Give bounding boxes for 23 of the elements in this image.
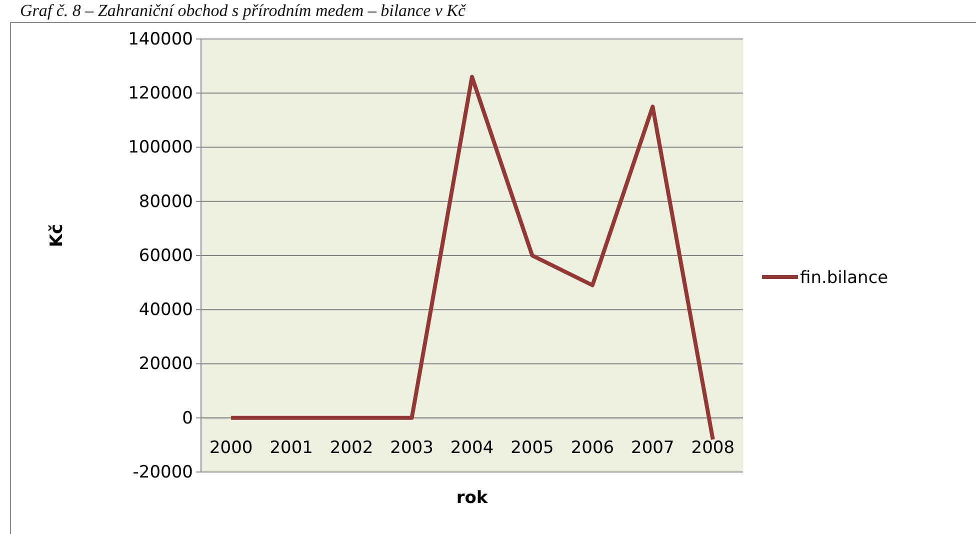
x-tick-label: 2007 bbox=[631, 438, 674, 458]
y-axis-title: Kč bbox=[47, 224, 67, 248]
x-tick-label: 2006 bbox=[570, 438, 614, 458]
x-tick-label: 2004 bbox=[450, 438, 494, 458]
line-series bbox=[229, 74, 715, 442]
y-tick-label: 20000 bbox=[138, 354, 193, 374]
x-tick-label: 2002 bbox=[330, 438, 374, 458]
legend-label: fin.bilance bbox=[800, 268, 888, 288]
x-tick-label: 2005 bbox=[510, 438, 554, 458]
y-tick-label: 120000 bbox=[128, 84, 193, 104]
y-tick-label: 60000 bbox=[138, 246, 193, 266]
x-tick-label: 2003 bbox=[390, 438, 434, 458]
y-tick-label: 80000 bbox=[138, 192, 193, 212]
x-tick-label: 2001 bbox=[270, 438, 313, 458]
chart-title: Graf č. 8 – Zahraniční obchod s přírodním medem – bilance v Kč bbox=[20, 1, 468, 20]
x-tick-label: 2008 bbox=[691, 438, 735, 458]
y-tick-label: 140000 bbox=[128, 29, 193, 50]
y-tick-label: 0 bbox=[182, 408, 193, 428]
x-axis-title: rok bbox=[456, 488, 488, 508]
y-tick-label: -20000 bbox=[132, 462, 193, 482]
x-tick-label: 2000 bbox=[209, 438, 253, 458]
y-tick-label: 40000 bbox=[138, 300, 193, 320]
y-tick-label: 100000 bbox=[128, 138, 193, 158]
